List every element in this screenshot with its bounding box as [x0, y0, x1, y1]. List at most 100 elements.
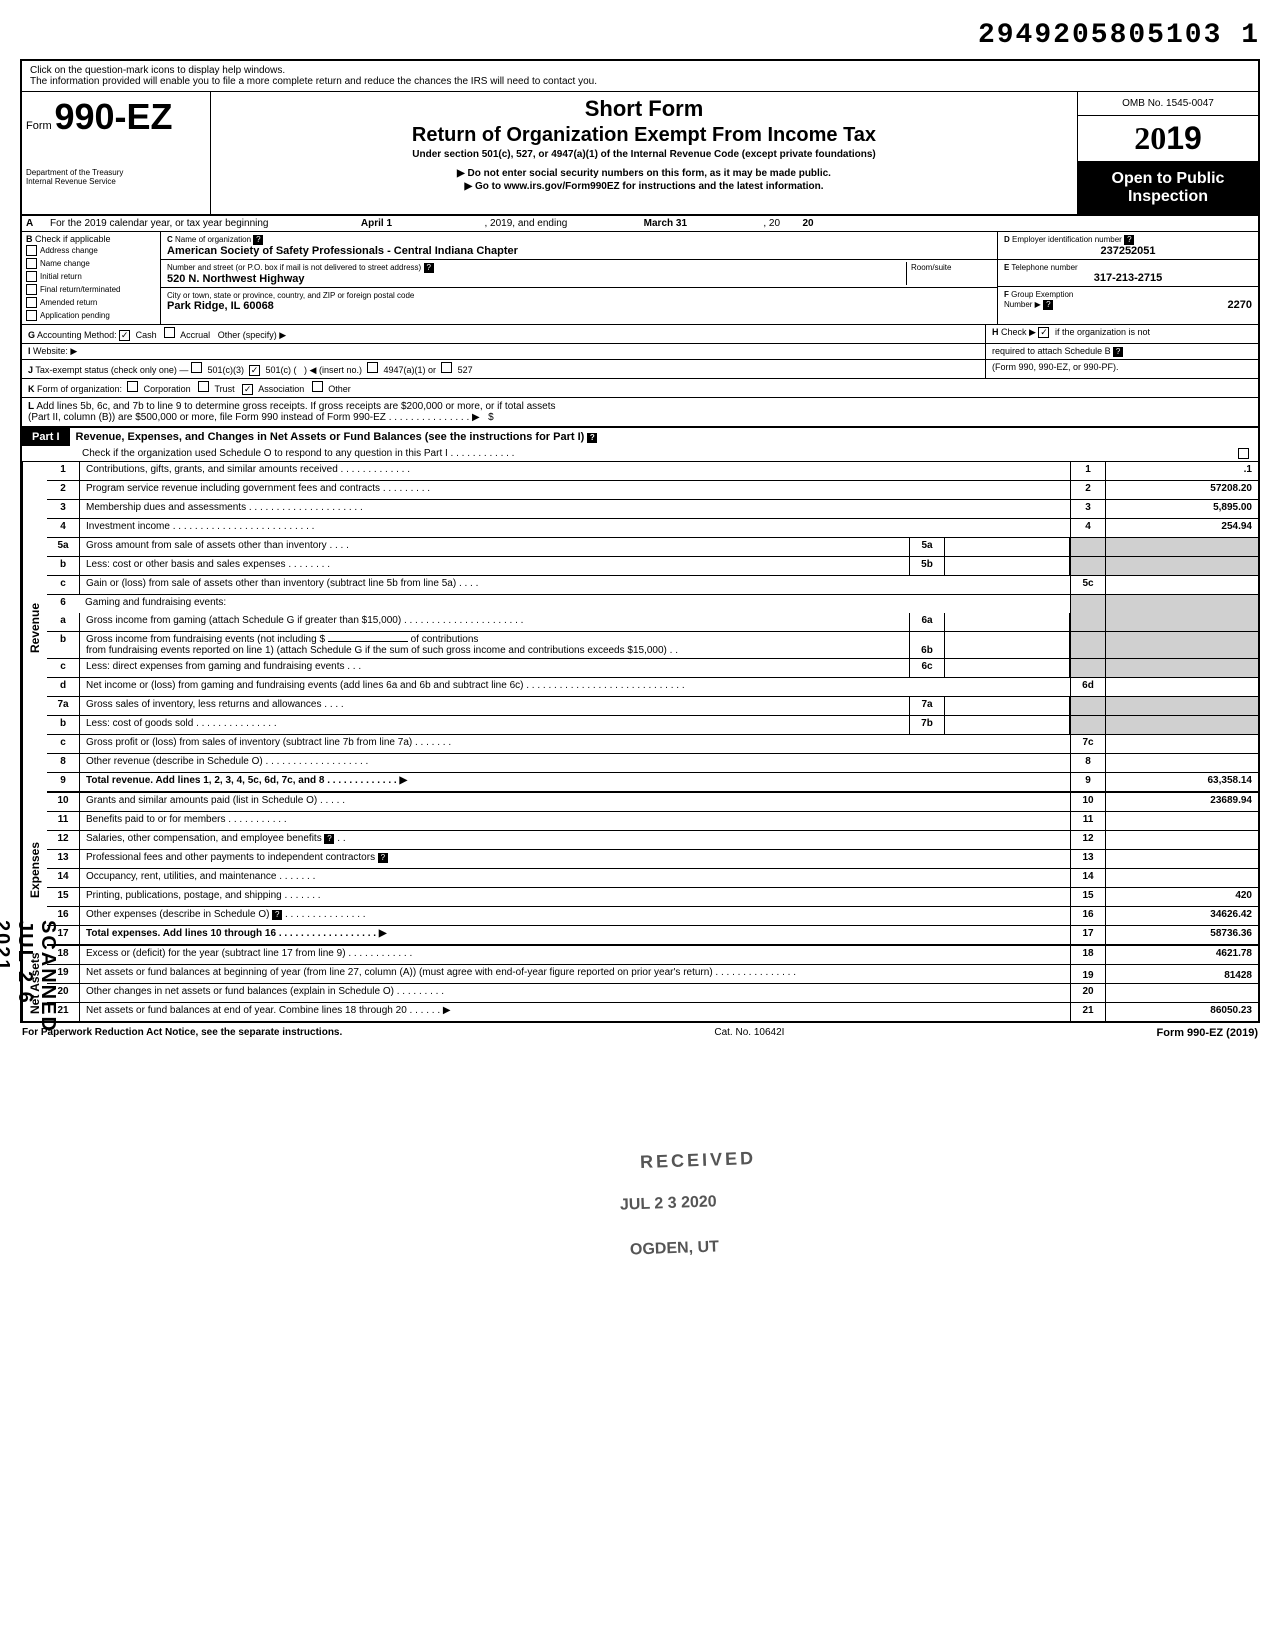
footer-left: For Paperwork Reduction Act Notice, see …: [22, 1027, 342, 1039]
line-num: b: [47, 716, 80, 734]
row-h-label: H: [992, 327, 999, 337]
row-j-text: Tax-exempt status (check only one) —: [35, 365, 188, 375]
line-desc: Occupancy, rent, utilities, and maintena…: [80, 869, 1070, 887]
line-11-val: [1106, 812, 1258, 830]
line-num: 7a: [47, 697, 80, 715]
line-6d: d Net income or (loss) from gaming and f…: [47, 678, 1258, 697]
help-icon[interactable]: ?: [324, 834, 334, 844]
line-result-num: 18: [1070, 946, 1106, 964]
line-desc: Less: cost or other basis and sales expe…: [80, 557, 909, 575]
help-icon[interactable]: ?: [378, 853, 388, 863]
help-icon[interactable]: ?: [1043, 300, 1053, 310]
help-icon[interactable]: ?: [272, 910, 282, 920]
stamp-date: JUL 2 3 2020: [620, 1193, 717, 1214]
line-12-val: [1106, 831, 1258, 849]
check-name[interactable]: Name change: [26, 257, 156, 270]
subtitle: Under section 501(c), 527, or 4947(a)(1)…: [219, 149, 1069, 160]
line-desc: Total revenue. Add lines 1, 2, 3, 4, 5c,…: [80, 773, 1070, 791]
org-address: 520 N. Northwest Highway: [167, 273, 305, 285]
j-opt2b: ) ◀ (insert no.): [304, 365, 362, 375]
help-icon[interactable]: ?: [424, 263, 434, 273]
line-desc: Other changes in net assets or fund bala…: [80, 984, 1070, 1002]
checkbox-assoc[interactable]: ✓: [242, 384, 253, 395]
shaded-cell: [1106, 632, 1258, 658]
checkbox-501c3[interactable]: [191, 362, 202, 373]
line-desc: Net income or (loss) from gaming and fun…: [80, 678, 1070, 696]
help-icon[interactable]: ?: [1113, 347, 1123, 357]
help-icon[interactable]: ?: [253, 235, 263, 245]
line-11: 11 Benefits paid to or for members . . .…: [47, 812, 1258, 831]
room-label: Room/suite: [911, 263, 951, 272]
omb-number: OMB No. 1545-0047: [1078, 92, 1258, 116]
line-num: 8: [47, 754, 80, 772]
revenue-section: Revenue 1 Contributions, gifts, grants, …: [22, 462, 1258, 793]
k-opt1: Corporation: [144, 384, 191, 394]
checkbox-501c[interactable]: ✓: [249, 365, 260, 376]
line-num: 15: [47, 888, 80, 906]
line-sub-val: [945, 613, 1070, 631]
checkbox-trust[interactable]: [198, 381, 209, 392]
line-desc: Less: cost of goods sold . . . . . . . .…: [80, 716, 909, 734]
part1-check-text: Check if the organization used Schedule …: [82, 448, 514, 459]
phone-cell: E Telephone number 317-213-2715: [998, 260, 1258, 287]
line-result-num: 21: [1070, 1003, 1106, 1021]
checkbox-527[interactable]: [441, 362, 452, 373]
help-icon[interactable]: ?: [587, 433, 597, 443]
line-13-desc: Professional fees and other payments to …: [86, 852, 375, 863]
col-b: B Check if applicable Address change Nam…: [22, 232, 161, 324]
row-k: K Form of organization: Corporation Trus…: [22, 379, 1258, 398]
line-desc: Contributions, gifts, grants, and simila…: [80, 462, 1070, 480]
checkbox-other[interactable]: [312, 381, 323, 392]
row-a-text2: , 2019, and ending: [480, 216, 571, 231]
line-13-val: [1106, 850, 1258, 868]
line-17-val: 58736.36: [1106, 926, 1258, 944]
line-desc: Other expenses (describe in Schedule O) …: [80, 907, 1070, 925]
line-result-num: 1: [1070, 462, 1106, 480]
row-l-text2: (Part II, column (B)) are $500,000 or mo…: [28, 412, 480, 423]
org-city: Park Ridge, IL 60068: [167, 300, 274, 312]
line-12-desc: Salaries, other compensation, and employ…: [86, 833, 322, 844]
line-desc: Printing, publications, postage, and shi…: [80, 888, 1070, 906]
check-initial[interactable]: Initial return: [26, 270, 156, 283]
ein-label: Employer identification number: [1012, 235, 1122, 244]
line-sub-num: 6b: [909, 632, 945, 658]
line-result-num: 20: [1070, 984, 1106, 1002]
checkbox-accrual[interactable]: [164, 327, 175, 338]
shaded-cell: [1070, 716, 1106, 734]
line-result-num: 10: [1070, 793, 1106, 811]
check-amended[interactable]: Amended return: [26, 296, 156, 309]
checkbox-4947[interactable]: [367, 362, 378, 373]
checkbox-corp[interactable]: [127, 381, 138, 392]
line-18-val: 4621.78: [1106, 946, 1258, 964]
help-icon[interactable]: ?: [1124, 235, 1134, 245]
phone-value: 317-213-2715: [1004, 272, 1252, 284]
line-result-num: 16: [1070, 907, 1106, 925]
line-result-num: 12: [1070, 831, 1106, 849]
line-14-val: [1106, 869, 1258, 887]
line-desc: Benefits paid to or for members . . . . …: [80, 812, 1070, 830]
checkbox-schedule-o[interactable]: [1238, 448, 1249, 459]
row-k-text: Form of organization:: [37, 384, 122, 394]
line-6c: c Less: direct expenses from gaming and …: [47, 659, 1258, 678]
line-num: 12: [47, 831, 80, 849]
line-19: 19 Net assets or fund balances at beginn…: [47, 965, 1258, 984]
line-num: b: [47, 557, 80, 575]
check-address[interactable]: Address change: [26, 244, 156, 257]
org-name: American Society of Safety Professionals…: [167, 245, 518, 257]
line-result-num: 4: [1070, 519, 1106, 537]
line-sub-val: [945, 716, 1070, 734]
line-10: 10 Grants and similar amounts paid (list…: [47, 793, 1258, 812]
header-right: OMB No. 1545-0047 2019 Open to Public In…: [1077, 92, 1258, 214]
help-line2: The information provided will enable you…: [30, 76, 597, 87]
row-a-end: March 31: [571, 216, 759, 231]
row-a-label: A: [22, 216, 46, 231]
shaded-cell: [1106, 538, 1258, 556]
line-result-num: 14: [1070, 869, 1106, 887]
checkbox-h[interactable]: ✓: [1038, 327, 1049, 338]
check-pending[interactable]: Application pending: [26, 309, 156, 322]
checkbox-cash[interactable]: ✓: [119, 330, 130, 341]
line-num: 11: [47, 812, 80, 830]
col-d: D Employer identification number ? 23725…: [998, 232, 1258, 324]
line-15-val: 420: [1106, 888, 1258, 906]
check-final[interactable]: Final return/terminated: [26, 283, 156, 296]
